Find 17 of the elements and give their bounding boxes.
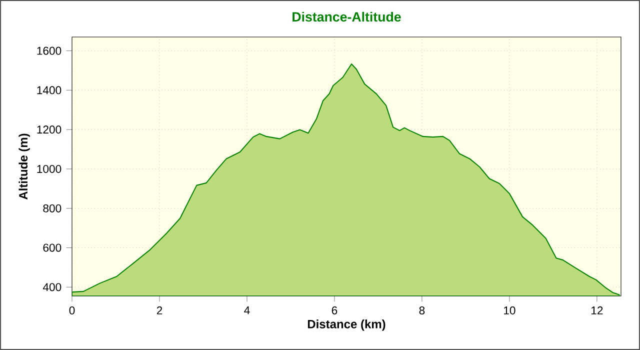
y-tick-label: 800 bbox=[43, 204, 62, 212]
x-tick-label: 2 bbox=[156, 306, 162, 314]
y-tick-label: 1000 bbox=[37, 164, 62, 173]
y-tick-label: 1400 bbox=[37, 86, 62, 94]
y-tick-label: 400 bbox=[42, 283, 62, 292]
y-tick-label: 1600 bbox=[37, 46, 62, 55]
y-axis-title: Altitude (m) bbox=[18, 134, 30, 200]
y-tick-label: 1200 bbox=[37, 126, 62, 134]
x-axis-title: Distance (km) bbox=[308, 320, 386, 331]
x-tick-label: 6 bbox=[332, 306, 338, 314]
x-tick-label: 10 bbox=[504, 306, 516, 314]
chart-title: Distance-Altitude bbox=[292, 12, 401, 22]
x-tick-label: 4 bbox=[244, 306, 250, 314]
y-tick-label: 600 bbox=[43, 244, 62, 252]
x-tick-label: 12 bbox=[591, 306, 603, 314]
x-tick-label: 0 bbox=[69, 306, 75, 314]
x-tick-label: 8 bbox=[419, 306, 425, 314]
